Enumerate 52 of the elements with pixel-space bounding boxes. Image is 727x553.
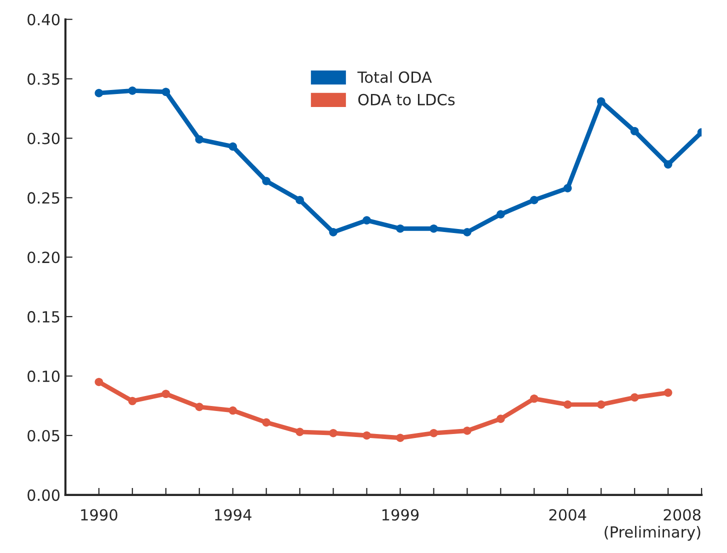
point	[329, 228, 338, 236]
point	[664, 160, 672, 169]
point	[563, 184, 572, 192]
point	[362, 431, 371, 440]
x-tick-label: 1999	[382, 509, 419, 521]
point	[296, 428, 304, 436]
point	[496, 414, 505, 424]
y-tick-label: 0.10	[28, 370, 60, 382]
point	[128, 86, 137, 95]
x-tick-label: 2008 (Preliminary)	[604, 509, 701, 541]
x-tick-label: 1994	[215, 509, 252, 521]
y-tick-label: 0.25	[28, 192, 60, 204]
point	[530, 394, 538, 403]
legend-label: ODA to LDCs	[358, 94, 455, 106]
point	[430, 428, 438, 438]
point	[296, 196, 304, 204]
y-tick-label: 0.05	[28, 430, 60, 442]
point	[630, 126, 639, 136]
point	[530, 196, 538, 204]
point	[162, 88, 170, 96]
point	[463, 228, 472, 236]
point	[630, 393, 639, 402]
point	[195, 402, 204, 412]
point	[262, 176, 270, 186]
y-tick-label: 0.15	[28, 311, 60, 323]
point	[94, 378, 104, 386]
point	[664, 388, 672, 397]
point	[496, 210, 505, 219]
point	[195, 135, 204, 144]
point	[329, 428, 338, 438]
point	[94, 88, 104, 98]
point	[396, 224, 404, 233]
point	[162, 390, 170, 398]
point	[362, 216, 371, 224]
point	[228, 142, 237, 151]
y-tick-label: 0.30	[28, 132, 60, 144]
y-tick-label: 0.40	[28, 14, 60, 26]
y-tick-label: 0.20	[28, 252, 60, 264]
x-tick-label: 2004	[549, 509, 586, 521]
x-tick-label: 1990	[81, 509, 118, 521]
point	[430, 224, 438, 233]
point	[396, 434, 404, 442]
legend-label: Total ODA	[357, 71, 432, 83]
y-tick-label: 0.35	[28, 73, 60, 85]
y-tick-label: 0.00	[28, 489, 60, 501]
point	[563, 400, 572, 409]
point	[262, 418, 270, 427]
point	[596, 97, 606, 106]
point	[596, 400, 606, 409]
point	[128, 396, 137, 406]
point	[463, 426, 472, 435]
point	[228, 406, 237, 415]
